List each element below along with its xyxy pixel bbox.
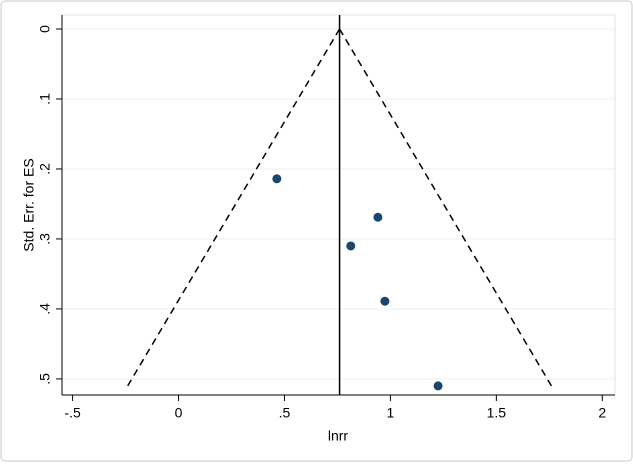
point — [373, 212, 383, 222]
x-tick-label: 1 — [387, 405, 395, 421]
funnel-line — [127, 28, 341, 387]
x-tick-label: 2 — [598, 405, 606, 421]
x-tick-label: .5 — [279, 405, 291, 421]
plot-area — [61, 14, 616, 396]
y-tick-label: .2 — [37, 163, 53, 175]
y-tick-label: .3 — [37, 233, 53, 245]
x-axis-title: lnrr — [328, 428, 349, 444]
y-axis-title: Std. Err. for ES — [21, 158, 37, 251]
point — [433, 381, 443, 391]
y-tick-label: .4 — [37, 303, 53, 315]
x-tick-label: 1.5 — [487, 405, 507, 421]
point — [346, 241, 356, 251]
y-tick-label: .5 — [37, 373, 53, 385]
y-tick-label: 0 — [37, 25, 53, 33]
funnel-line — [338, 28, 553, 387]
x-tick-label: 0 — [175, 405, 183, 421]
point — [272, 174, 282, 184]
y-tick-label: .1 — [37, 93, 53, 105]
point — [380, 296, 390, 306]
x-tick-label: -.5 — [64, 405, 81, 421]
